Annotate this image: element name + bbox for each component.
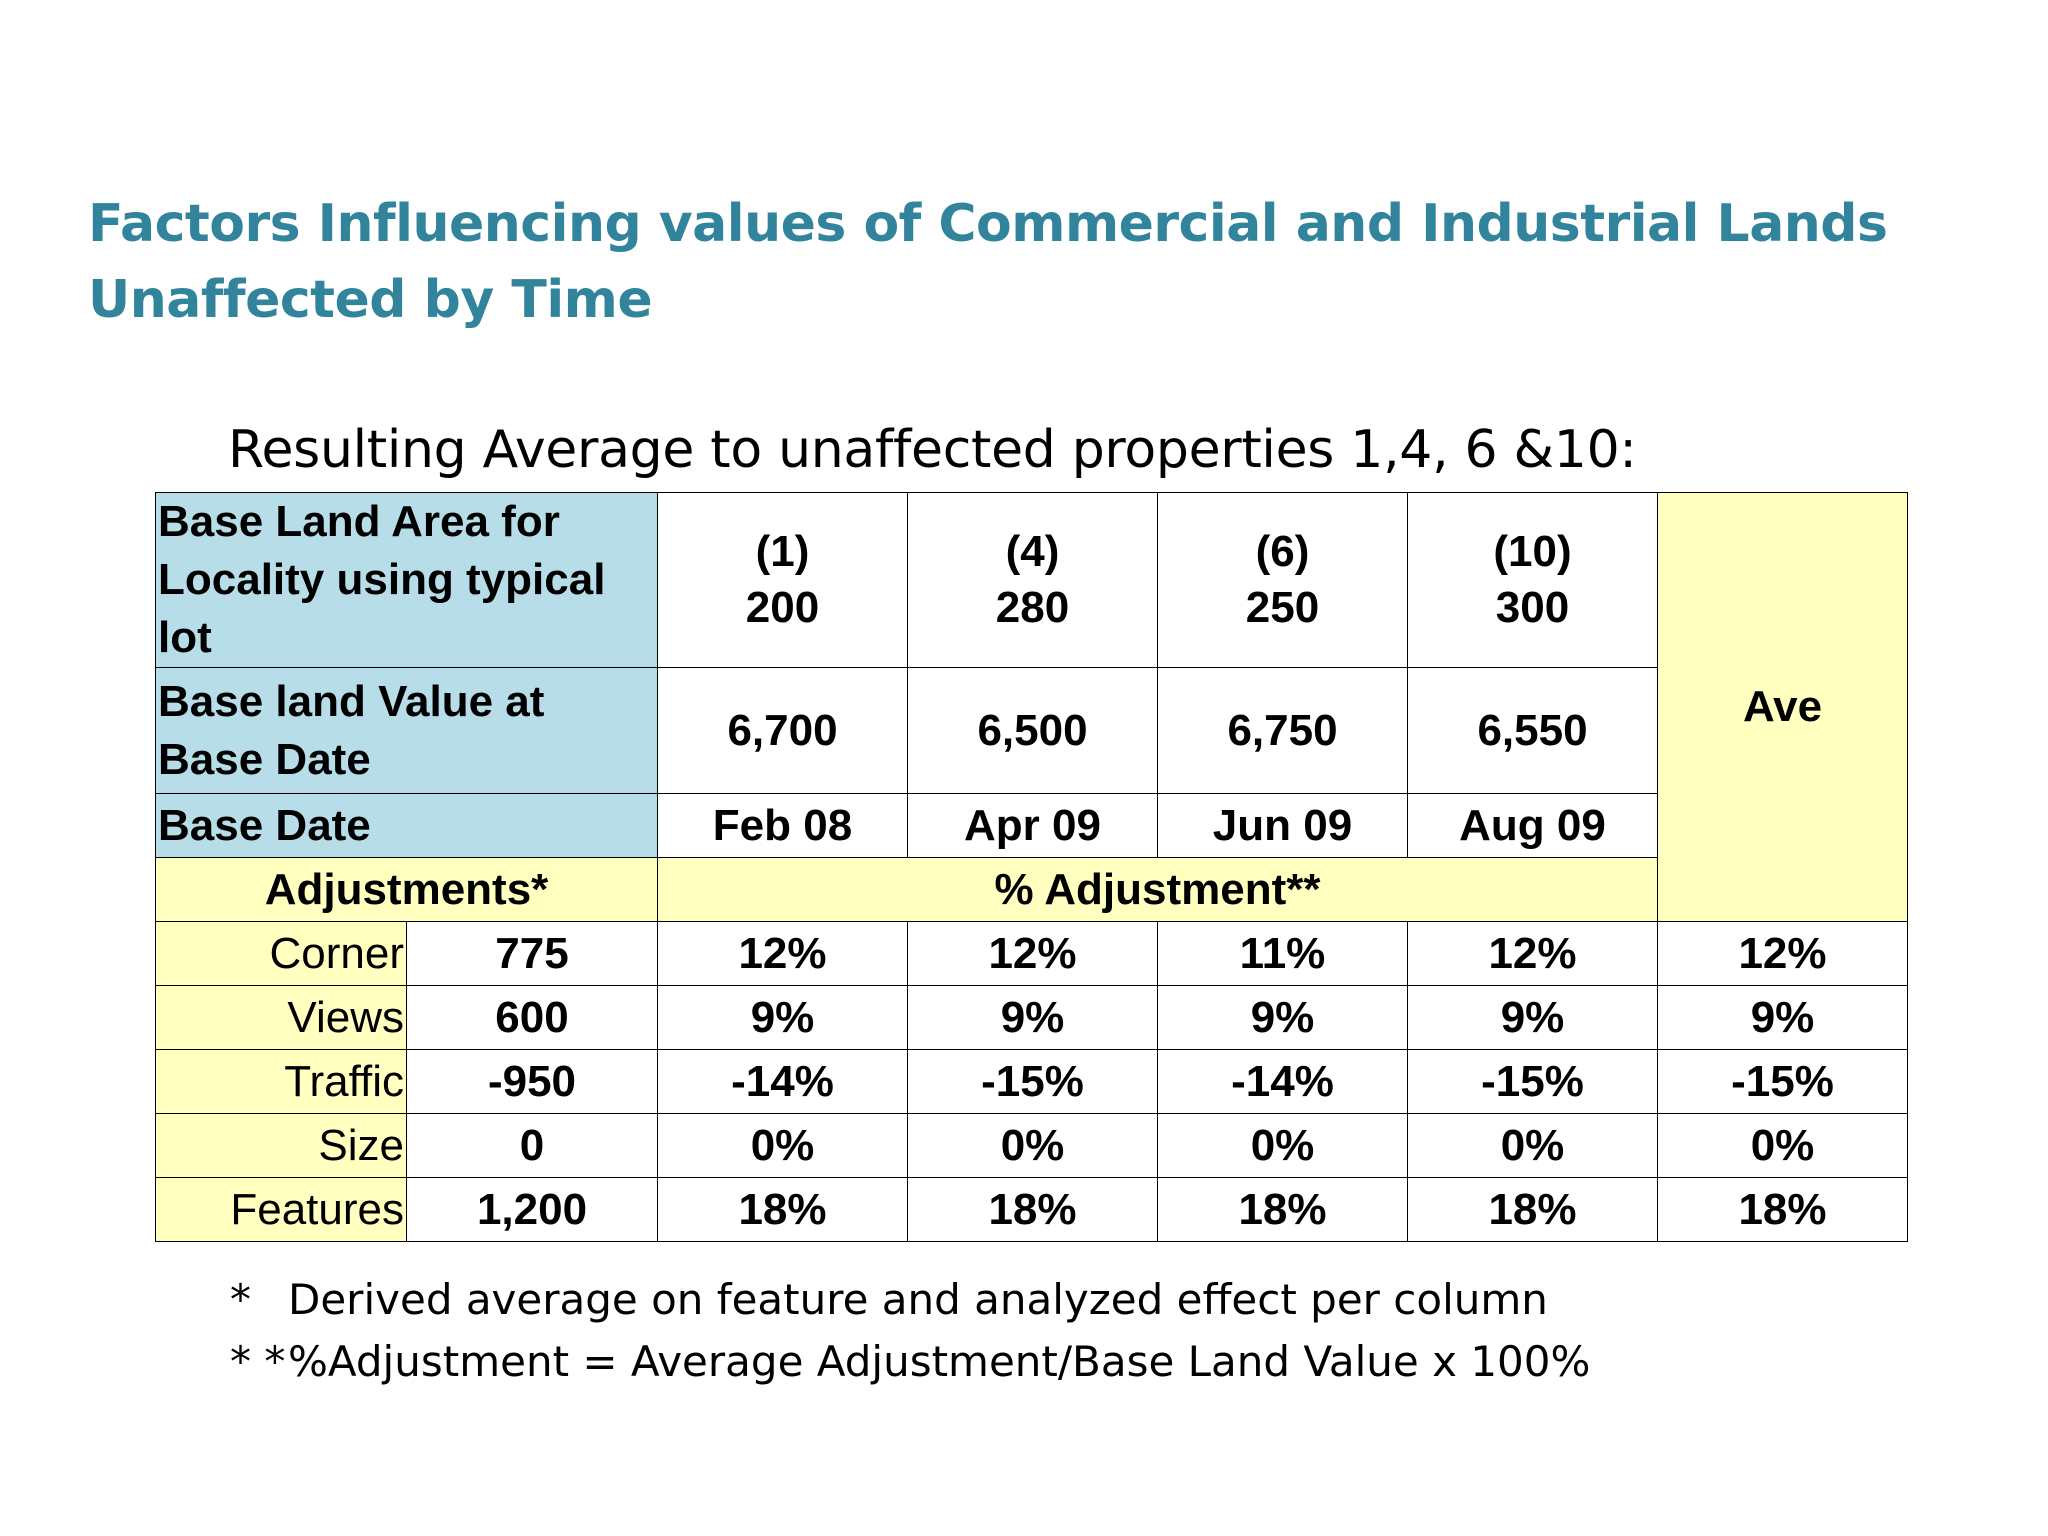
property-1-id: (1): [755, 527, 810, 576]
property-1-value: 6,700: [657, 667, 908, 794]
ave-cell: 12%: [1657, 921, 1908, 986]
pct-cell: 9%: [907, 985, 1158, 1050]
adjustment-value: 600: [406, 985, 658, 1050]
property-4-id: (4): [1005, 527, 1060, 576]
pct-cell: 12%: [1407, 921, 1658, 986]
pct-cell: 18%: [657, 1177, 908, 1242]
slide-title: Factors Influencing values of Commercial…: [88, 186, 1888, 338]
ave-cell: -15%: [1657, 1049, 1908, 1114]
pct-cell: -15%: [907, 1049, 1158, 1114]
pct-cell: 12%: [907, 921, 1158, 986]
table-row: Traffic -950 -14% -15% -14% -15% -15%: [155, 1049, 1908, 1114]
pct-cell: 0%: [1407, 1113, 1658, 1178]
table-row: Corner 775 12% 12% 11% 12% 12%: [155, 921, 1908, 986]
pct-cell: 12%: [657, 921, 908, 986]
property-1-area-cell: (1) 200: [657, 492, 908, 668]
pct-cell: -14%: [657, 1049, 908, 1114]
factor-label: Traffic: [155, 1049, 407, 1114]
table-row: Size 0 0% 0% 0% 0% 0%: [155, 1113, 1908, 1178]
pct-cell: 18%: [1407, 1177, 1658, 1242]
property-1-area: 200: [745, 583, 820, 632]
factor-label: Corner: [155, 921, 407, 986]
factor-label: Features: [155, 1177, 407, 1242]
adjustment-table: Base Land Area for Locality using typica…: [155, 492, 1908, 1242]
pct-cell: 18%: [907, 1177, 1158, 1242]
factor-label: Views: [155, 985, 407, 1050]
property-10-id: (10): [1493, 527, 1572, 576]
footnote-1: * Derived average on feature and analyzed…: [230, 1270, 1548, 1330]
ave-cell: 9%: [1657, 985, 1908, 1050]
footnote-2: * *%Adjustment = Average Adjustment/Base…: [230, 1332, 1590, 1392]
base-value-label: Base land Value at Base Date: [155, 667, 658, 794]
pct-cell: 11%: [1157, 921, 1408, 986]
property-10-value: 6,550: [1407, 667, 1658, 794]
ave-cell: 0%: [1657, 1113, 1908, 1178]
base-date-label: Base Date: [155, 793, 658, 858]
adjustment-value: -950: [406, 1049, 658, 1114]
pct-adjustment-label: % Adjustment**: [657, 857, 1658, 922]
base-area-label: Base Land Area for Locality using typica…: [155, 492, 658, 668]
property-4-date: Apr 09: [907, 793, 1158, 858]
pct-cell: 9%: [1157, 985, 1408, 1050]
adjustments-label: Adjustments*: [155, 857, 658, 922]
slide-title-line-1: Factors Influencing values of Commercial…: [88, 194, 1888, 254]
footnote-2-mark: * *: [230, 1337, 286, 1386]
property-6-date: Jun 09: [1157, 793, 1408, 858]
pct-cell: -14%: [1157, 1049, 1408, 1114]
property-4-area: 280: [995, 583, 1070, 632]
base-date-row: Base Date Feb 08 Apr 09 Jun 09 Aug 09: [155, 793, 1908, 858]
pct-cell: 0%: [907, 1113, 1158, 1178]
pct-cell: 0%: [1157, 1113, 1408, 1178]
property-6-value: 6,750: [1157, 667, 1408, 794]
footnote-1-text: Derived average on feature and analyzed …: [288, 1275, 1548, 1324]
adjustment-value: 0: [406, 1113, 658, 1178]
pct-cell: 9%: [1407, 985, 1658, 1050]
property-10-area: 300: [1495, 583, 1570, 632]
table-row: Views 600 9% 9% 9% 9% 9%: [155, 985, 1908, 1050]
property-4-area-cell: (4) 280: [907, 492, 1158, 668]
factor-label: Size: [155, 1113, 407, 1178]
base-value-row: Base land Value at Base Date 6,700 6,500…: [155, 667, 1908, 794]
footnote-2-text: %Adjustment = Average Adjustment/Base La…: [288, 1337, 1591, 1386]
property-4-value: 6,500: [907, 667, 1158, 794]
adjustment-value: 775: [406, 921, 658, 986]
property-6-area: 250: [1245, 583, 1320, 632]
ave-header: Ave: [1657, 492, 1908, 922]
ave-cell: 18%: [1657, 1177, 1908, 1242]
slide-subtitle: Resulting Average to unaffected properti…: [228, 420, 1637, 480]
adjustment-value: 1,200: [406, 1177, 658, 1242]
base-area-row: Base Land Area for Locality using typica…: [155, 492, 1908, 922]
property-10-area-cell: (10) 300: [1407, 492, 1658, 668]
property-10-date: Aug 09: [1407, 793, 1658, 858]
pct-cell: 9%: [657, 985, 908, 1050]
pct-cell: 0%: [657, 1113, 908, 1178]
property-1-date: Feb 08: [657, 793, 908, 858]
property-6-area-cell: (6) 250: [1157, 492, 1408, 668]
pct-cell: -15%: [1407, 1049, 1658, 1114]
footnote-1-mark: *: [230, 1275, 251, 1324]
property-6-id: (6): [1255, 527, 1310, 576]
adjustments-header-row: Adjustments* % Adjustment**: [155, 857, 1908, 922]
pct-cell: 18%: [1157, 1177, 1408, 1242]
table-row: Features 1,200 18% 18% 18% 18% 18%: [155, 1177, 1908, 1242]
slide-title-line-2: Unaffected by Time: [88, 270, 653, 330]
